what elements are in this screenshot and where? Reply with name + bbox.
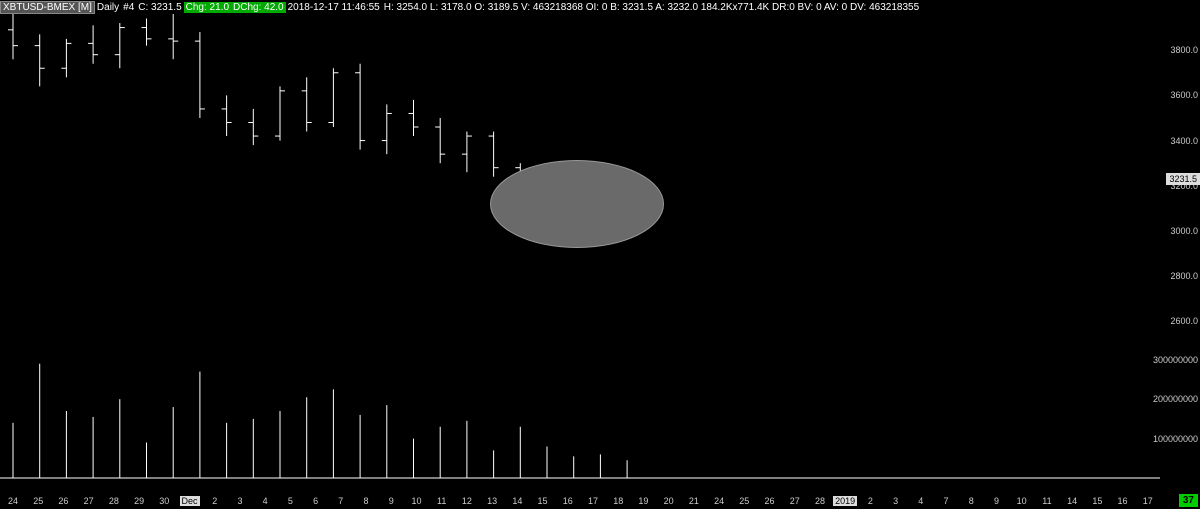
symbol-label: XBTUSD-BMEX [M] <box>0 1 95 14</box>
price-tick: 2600.0 <box>1170 316 1198 326</box>
date-tick: 25 <box>739 496 749 506</box>
date-tick: 18 <box>613 496 623 506</box>
price-tick: 3000.0 <box>1170 226 1198 236</box>
date-tick: 24 <box>8 496 18 506</box>
chart-number: #4 <box>121 2 136 13</box>
date-tick: 24 <box>714 496 724 506</box>
last-price-tag: 3231.5 <box>1166 173 1200 185</box>
date-tick: 30 <box>159 496 169 506</box>
date-tick: 28 <box>109 496 119 506</box>
date-tick: 21 <box>689 496 699 506</box>
date-tick: 10 <box>411 496 421 506</box>
date-tick: 25 <box>33 496 43 506</box>
volume-tick: 300000000 <box>1153 355 1198 365</box>
date-tick: 17 <box>1143 496 1153 506</box>
price-tick: 2800.0 <box>1170 271 1198 281</box>
date-tick: 14 <box>1067 496 1077 506</box>
date-tick: 2 <box>868 496 873 506</box>
chart-header: XBTUSD-BMEX [M] Daily #4 C: 3231.5 Chg: … <box>0 0 1200 14</box>
date-tick: 7 <box>338 496 343 506</box>
date-tick: 6 <box>313 496 318 506</box>
date-tick: 3 <box>893 496 898 506</box>
date-tick: 13 <box>487 496 497 506</box>
chg-badge: Chg: 21.0 <box>184 2 231 13</box>
date-tick: 11 <box>1042 496 1051 506</box>
date-tick-major: 2019 <box>833 496 857 506</box>
date-tick: 14 <box>512 496 522 506</box>
date-tick: 17 <box>588 496 598 506</box>
date-tick: 16 <box>563 496 573 506</box>
date-tick: 28 <box>815 496 825 506</box>
period-label: Daily <box>95 2 121 13</box>
date-tick-major: Dec <box>180 496 200 506</box>
close-label: C: 3231.5 <box>136 2 183 13</box>
date-tick: 5 <box>288 496 293 506</box>
stats-label: H: 3254.0 L: 3178.0 O: 3189.5 V: 4632183… <box>382 2 921 13</box>
date-tick: 16 <box>1118 496 1128 506</box>
price-tick: 3400.0 <box>1170 136 1198 146</box>
dchg-badge: DChg: 42.0 <box>231 2 286 13</box>
chart-area[interactable] <box>0 14 1160 491</box>
date-tick: 9 <box>389 496 394 506</box>
date-tick: 29 <box>134 496 144 506</box>
x-axis: 24252627282930Dec23456789101112131415161… <box>0 491 1160 509</box>
date-tick: 27 <box>84 496 94 506</box>
date-tick: 26 <box>765 496 775 506</box>
price-tick: 3800.0 <box>1170 45 1198 55</box>
volume-tick: 100000000 <box>1153 434 1198 444</box>
date-tick: 19 <box>638 496 648 506</box>
volume-tick: 200000000 <box>1153 394 1198 404</box>
date-tick: 15 <box>1092 496 1102 506</box>
corner-badge: 37 <box>1179 494 1198 507</box>
date-tick: 15 <box>538 496 548 506</box>
price-tick: 3600.0 <box>1170 90 1198 100</box>
date-tick: 12 <box>462 496 472 506</box>
date-tick: 7 <box>944 496 949 506</box>
annotation-ellipse[interactable] <box>490 160 664 248</box>
date-tick: 8 <box>364 496 369 506</box>
date-tick: 20 <box>664 496 674 506</box>
date-tick: 4 <box>263 496 268 506</box>
date-tick: 3 <box>237 496 242 506</box>
datetime-label: 2018-12-17 11:46:55 <box>286 2 382 13</box>
date-tick: 4 <box>918 496 923 506</box>
date-tick: 2 <box>212 496 217 506</box>
chart-svg <box>0 14 1160 492</box>
date-tick: 27 <box>790 496 800 506</box>
date-tick: 26 <box>58 496 68 506</box>
date-tick: 9 <box>994 496 999 506</box>
date-tick: 8 <box>969 496 974 506</box>
date-tick: 10 <box>1017 496 1027 506</box>
y-axis: 2600.02800.03000.03200.03400.03600.03800… <box>1160 14 1200 491</box>
date-tick: 11 <box>437 496 446 506</box>
